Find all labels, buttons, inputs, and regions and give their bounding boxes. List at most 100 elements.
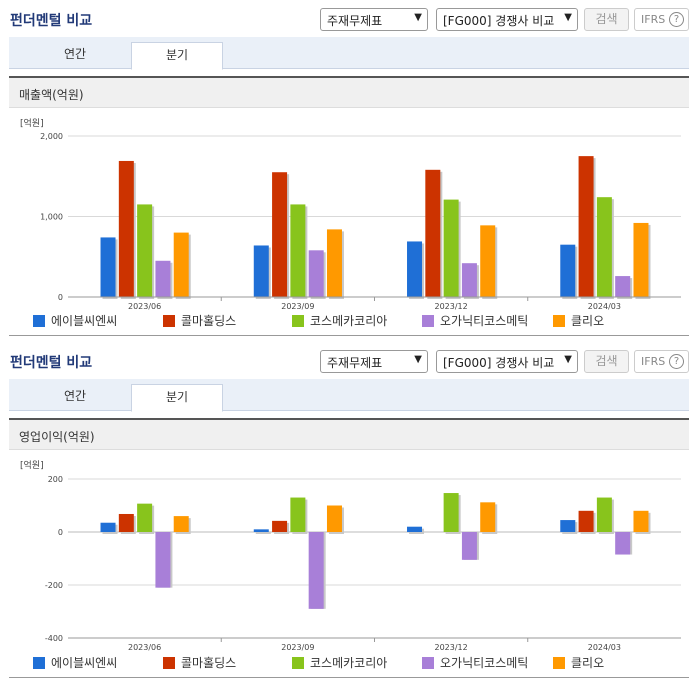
x-tick-label: 2023/06 xyxy=(128,302,161,311)
legend-item[interactable]: 코스메카코리아 xyxy=(292,312,387,329)
bar xyxy=(308,250,324,297)
metric-header: 영업이익(억원) xyxy=(9,420,689,450)
y-tick-label: 0 xyxy=(58,293,63,302)
y-tick-label: 2,000 xyxy=(40,132,63,141)
fundamental-panel-revenue: 펀더멘털 비교 주재무제표 ▼ [FG000] 경쟁사 비교 ▼ 검색 IFRS… xyxy=(9,8,689,336)
bar xyxy=(253,529,269,532)
bar xyxy=(100,522,116,532)
bar xyxy=(173,232,189,297)
bar xyxy=(253,245,269,297)
bar xyxy=(578,510,594,532)
legend-item[interactable]: 에이블씨엔씨 xyxy=(33,312,117,329)
bar xyxy=(596,197,612,297)
legend-label: 에이블씨엔씨 xyxy=(51,314,118,328)
metric-header: 매출액(억원) xyxy=(9,78,689,108)
bar xyxy=(155,260,171,297)
tab-quarterly[interactable]: 분기 xyxy=(131,42,223,70)
bar xyxy=(272,172,288,297)
search-button[interactable]: 검색 xyxy=(584,8,629,31)
period-tabs: 연간 분기 xyxy=(9,379,689,412)
peer-group-value: [FG000] 경쟁사 비교 xyxy=(443,356,555,370)
metric-label: 영업이익(억원) xyxy=(19,430,95,444)
bar xyxy=(326,505,342,532)
bar xyxy=(290,497,306,532)
chevron-down-icon: ▼ xyxy=(414,12,422,23)
bar xyxy=(578,156,594,297)
x-tick-label: 2024/03 xyxy=(588,302,621,311)
legend-item[interactable]: 코스메카코리아 xyxy=(292,654,387,671)
x-tick-label: 2024/03 xyxy=(588,643,621,652)
revenue-bar-chart: 0 1,000 2,000 2023/06 2023/09 2023/12 2024/03 xyxy=(40,132,681,311)
statement-type-value: 주재무제표 xyxy=(327,14,383,28)
fundamental-panel-operating-income: 펀더멘털 비교 주재무제표 ▼ [FG000] 경쟁사 비교 ▼ 검색 IFRS… xyxy=(0,342,696,684)
ifrs-button[interactable]: IFRS ? xyxy=(634,8,689,31)
legend-swatch xyxy=(163,657,175,669)
ifrs-label: IFRS xyxy=(641,13,666,26)
bar xyxy=(308,532,324,609)
chevron-down-icon: ▼ xyxy=(564,12,572,23)
legend-swatch xyxy=(33,657,45,669)
bar xyxy=(118,513,134,532)
legend-item[interactable]: 오가닉티코스메틱 xyxy=(422,654,528,671)
peer-group-select[interactable]: [FG000] 경쟁사 비교 ▼ xyxy=(436,350,578,373)
bar xyxy=(407,241,423,297)
legend-swatch xyxy=(422,315,434,327)
ifrs-button[interactable]: IFRS ? xyxy=(634,350,689,373)
divider xyxy=(9,418,689,420)
bar xyxy=(615,276,631,297)
bar xyxy=(100,237,116,297)
help-icon: ? xyxy=(669,354,684,369)
legend-item[interactable]: 클리오 xyxy=(553,654,604,671)
legend-label: 클리오 xyxy=(571,656,605,670)
legend-label: 오가닉티코스메틱 xyxy=(440,314,529,328)
statement-type-value: 주재무제표 xyxy=(327,356,383,370)
x-tick-label: 2023/06 xyxy=(128,643,161,652)
divider xyxy=(9,677,689,678)
legend-swatch xyxy=(553,315,565,327)
legend-swatch xyxy=(292,657,304,669)
legend-item[interactable]: 콜마홀딩스 xyxy=(163,654,236,671)
legend-label: 클리오 xyxy=(571,314,605,328)
search-button[interactable]: 검색 xyxy=(584,350,629,373)
bar xyxy=(633,222,649,297)
legend-item[interactable]: 에이블씨엔씨 xyxy=(33,654,117,671)
bar xyxy=(290,204,306,297)
legend-swatch xyxy=(422,657,434,669)
legend-swatch xyxy=(33,315,45,327)
panel-header: 펀더멘털 비교 주재무제표 ▼ [FG000] 경쟁사 비교 ▼ 검색 IFRS… xyxy=(0,342,696,376)
bar xyxy=(480,502,496,532)
legend-label: 콜마홀딩스 xyxy=(181,314,237,328)
tab-quarterly[interactable]: 분기 xyxy=(131,384,223,412)
bar xyxy=(615,532,631,555)
legend-item[interactable]: 콜마홀딩스 xyxy=(163,312,236,329)
statement-type-select[interactable]: 주재무제표 ▼ xyxy=(320,8,428,31)
legend-item[interactable]: 오가닉티코스메틱 xyxy=(422,312,528,329)
tab-annual[interactable]: 연간 xyxy=(63,389,87,403)
tab-annual[interactable]: 연간 xyxy=(63,47,87,61)
bar xyxy=(425,169,441,297)
unit-label: [억원] xyxy=(20,461,44,471)
legend-swatch xyxy=(292,315,304,327)
y-tick-label: 200 xyxy=(48,475,63,484)
legend-item[interactable]: 클리오 xyxy=(553,312,604,329)
bar xyxy=(560,244,576,297)
panel-title: 펀더멘털 비교 xyxy=(10,13,93,29)
legend-label: 코스메카코리아 xyxy=(310,656,388,670)
bar xyxy=(137,204,153,297)
peer-group-select[interactable]: [FG000] 경쟁사 비교 ▼ xyxy=(436,8,578,31)
metric-label: 매출액(억원) xyxy=(19,88,84,102)
chevron-down-icon: ▼ xyxy=(414,354,422,365)
ifrs-label: IFRS xyxy=(641,355,666,368)
bar xyxy=(633,510,649,532)
panel-title: 펀더멘털 비교 xyxy=(10,355,93,371)
legend-swatch xyxy=(163,315,175,327)
statement-type-select[interactable]: 주재무제표 ▼ xyxy=(320,350,428,373)
bar xyxy=(155,532,171,588)
unit-label: [억원] xyxy=(20,119,44,129)
bar xyxy=(137,503,153,532)
legend-label: 코스메카코리아 xyxy=(310,314,388,328)
bar xyxy=(326,229,342,297)
divider xyxy=(9,76,689,78)
y-tick-label: 1,000 xyxy=(40,213,63,222)
bar xyxy=(461,263,477,297)
